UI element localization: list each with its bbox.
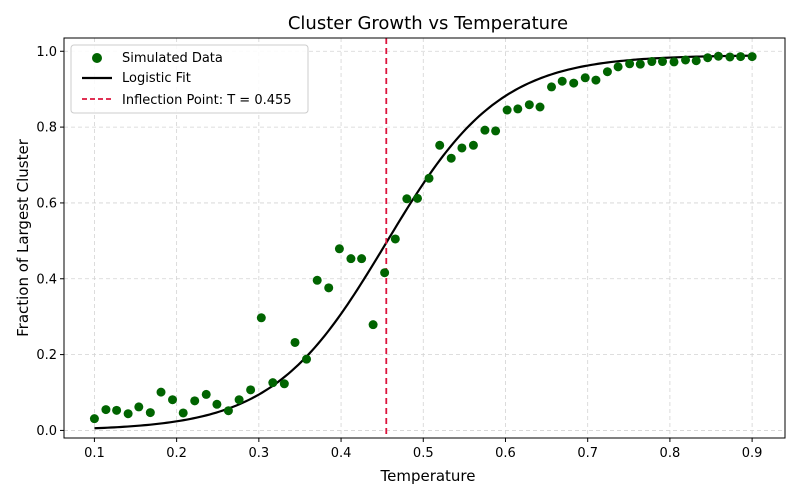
data-point [234,395,244,405]
x-tick-label: 0.5 [413,446,434,461]
legend-label-vline: Inflection Point: T = 0.455 [122,93,292,108]
fit-line-group [94,54,753,430]
data-point [178,408,188,418]
data-point [268,378,278,388]
data-point [669,57,679,67]
data-point [334,244,344,254]
data-point [390,234,400,244]
data-point [168,395,178,405]
data-point [658,57,668,67]
data-point [446,153,456,163]
data-point [368,320,378,330]
data-point [413,193,423,203]
x-tick-label: 0.1 [84,446,105,461]
data-point [703,53,713,63]
x-tick-label: 0.7 [577,446,598,461]
data-point [535,102,545,112]
data-point [635,59,645,69]
data-point [223,406,233,416]
data-point [613,62,623,72]
plot-frame [63,37,786,439]
data-point [747,52,757,62]
legend: Simulated Data Logistic Fit Inflection P… [70,44,309,114]
data-point [691,56,701,66]
data-point [246,385,256,395]
data-point [480,125,490,135]
legend-label-scatter: Simulated Data [122,51,223,66]
data-point [101,405,111,415]
data-point [435,140,445,150]
x-tick-label: 0.2 [166,446,187,461]
data-point [346,254,356,264]
data-point [569,78,579,88]
y-axis-ticks: 0.0 0.2 0.4 0.6 0.8 1.0 [36,45,64,439]
data-point [547,82,557,92]
data-point [302,354,312,364]
data-point [491,126,501,136]
data-point [513,104,523,114]
y-tick-label: 1.0 [36,45,57,60]
x-tick-label: 0.6 [495,446,516,461]
chart-title: Cluster Growth vs Temperature [288,13,568,34]
data-point [502,105,512,115]
y-tick-label: 0.4 [36,272,57,287]
data-point [647,57,657,67]
y-tick-label: 0.8 [36,121,57,136]
data-point [156,387,166,397]
data-point [145,408,155,418]
data-point [424,173,434,183]
legend-marker-scatter [92,53,102,63]
data-point [123,409,133,419]
x-tick-label: 0.3 [248,446,269,461]
data-point [625,59,635,69]
data-point [112,405,122,415]
data-point [402,194,412,204]
data-point [256,313,266,323]
x-tick-label: 0.4 [331,446,352,461]
data-point [290,337,300,347]
y-axis-label: Fraction of Largest Cluster [14,138,32,337]
data-point [380,268,390,278]
data-point [324,283,334,293]
data-point [279,379,289,389]
y-tick-label: 0.6 [36,196,57,211]
x-axis-ticks: 0.1 0.2 0.3 0.4 0.5 0.6 0.7 0.8 0.9 [84,438,762,461]
data-point [713,51,723,61]
data-point [591,75,601,85]
x-axis-label: Temperature [379,467,475,485]
y-tick-label: 0.0 [36,424,57,439]
data-point [212,399,222,409]
x-tick-label: 0.8 [660,446,681,461]
data-point [89,414,99,424]
data-point [357,254,367,264]
data-point [580,73,590,83]
data-point [134,402,144,412]
data-point [468,140,478,150]
y-tick-label: 0.2 [36,348,57,363]
data-point [457,143,467,153]
data-point [602,67,612,77]
data-point [681,55,691,65]
data-point [312,275,322,285]
data-point [190,396,200,406]
x-tick-label: 0.9 [742,446,763,461]
data-point [201,389,211,399]
logistic-fit-line [94,54,753,430]
legend-label-fit: Logistic Fit [122,71,191,86]
legend-box [70,44,309,114]
data-point [524,100,534,110]
data-point [725,52,735,62]
data-point [557,76,567,86]
data-points [89,51,757,424]
data-point [736,52,746,62]
